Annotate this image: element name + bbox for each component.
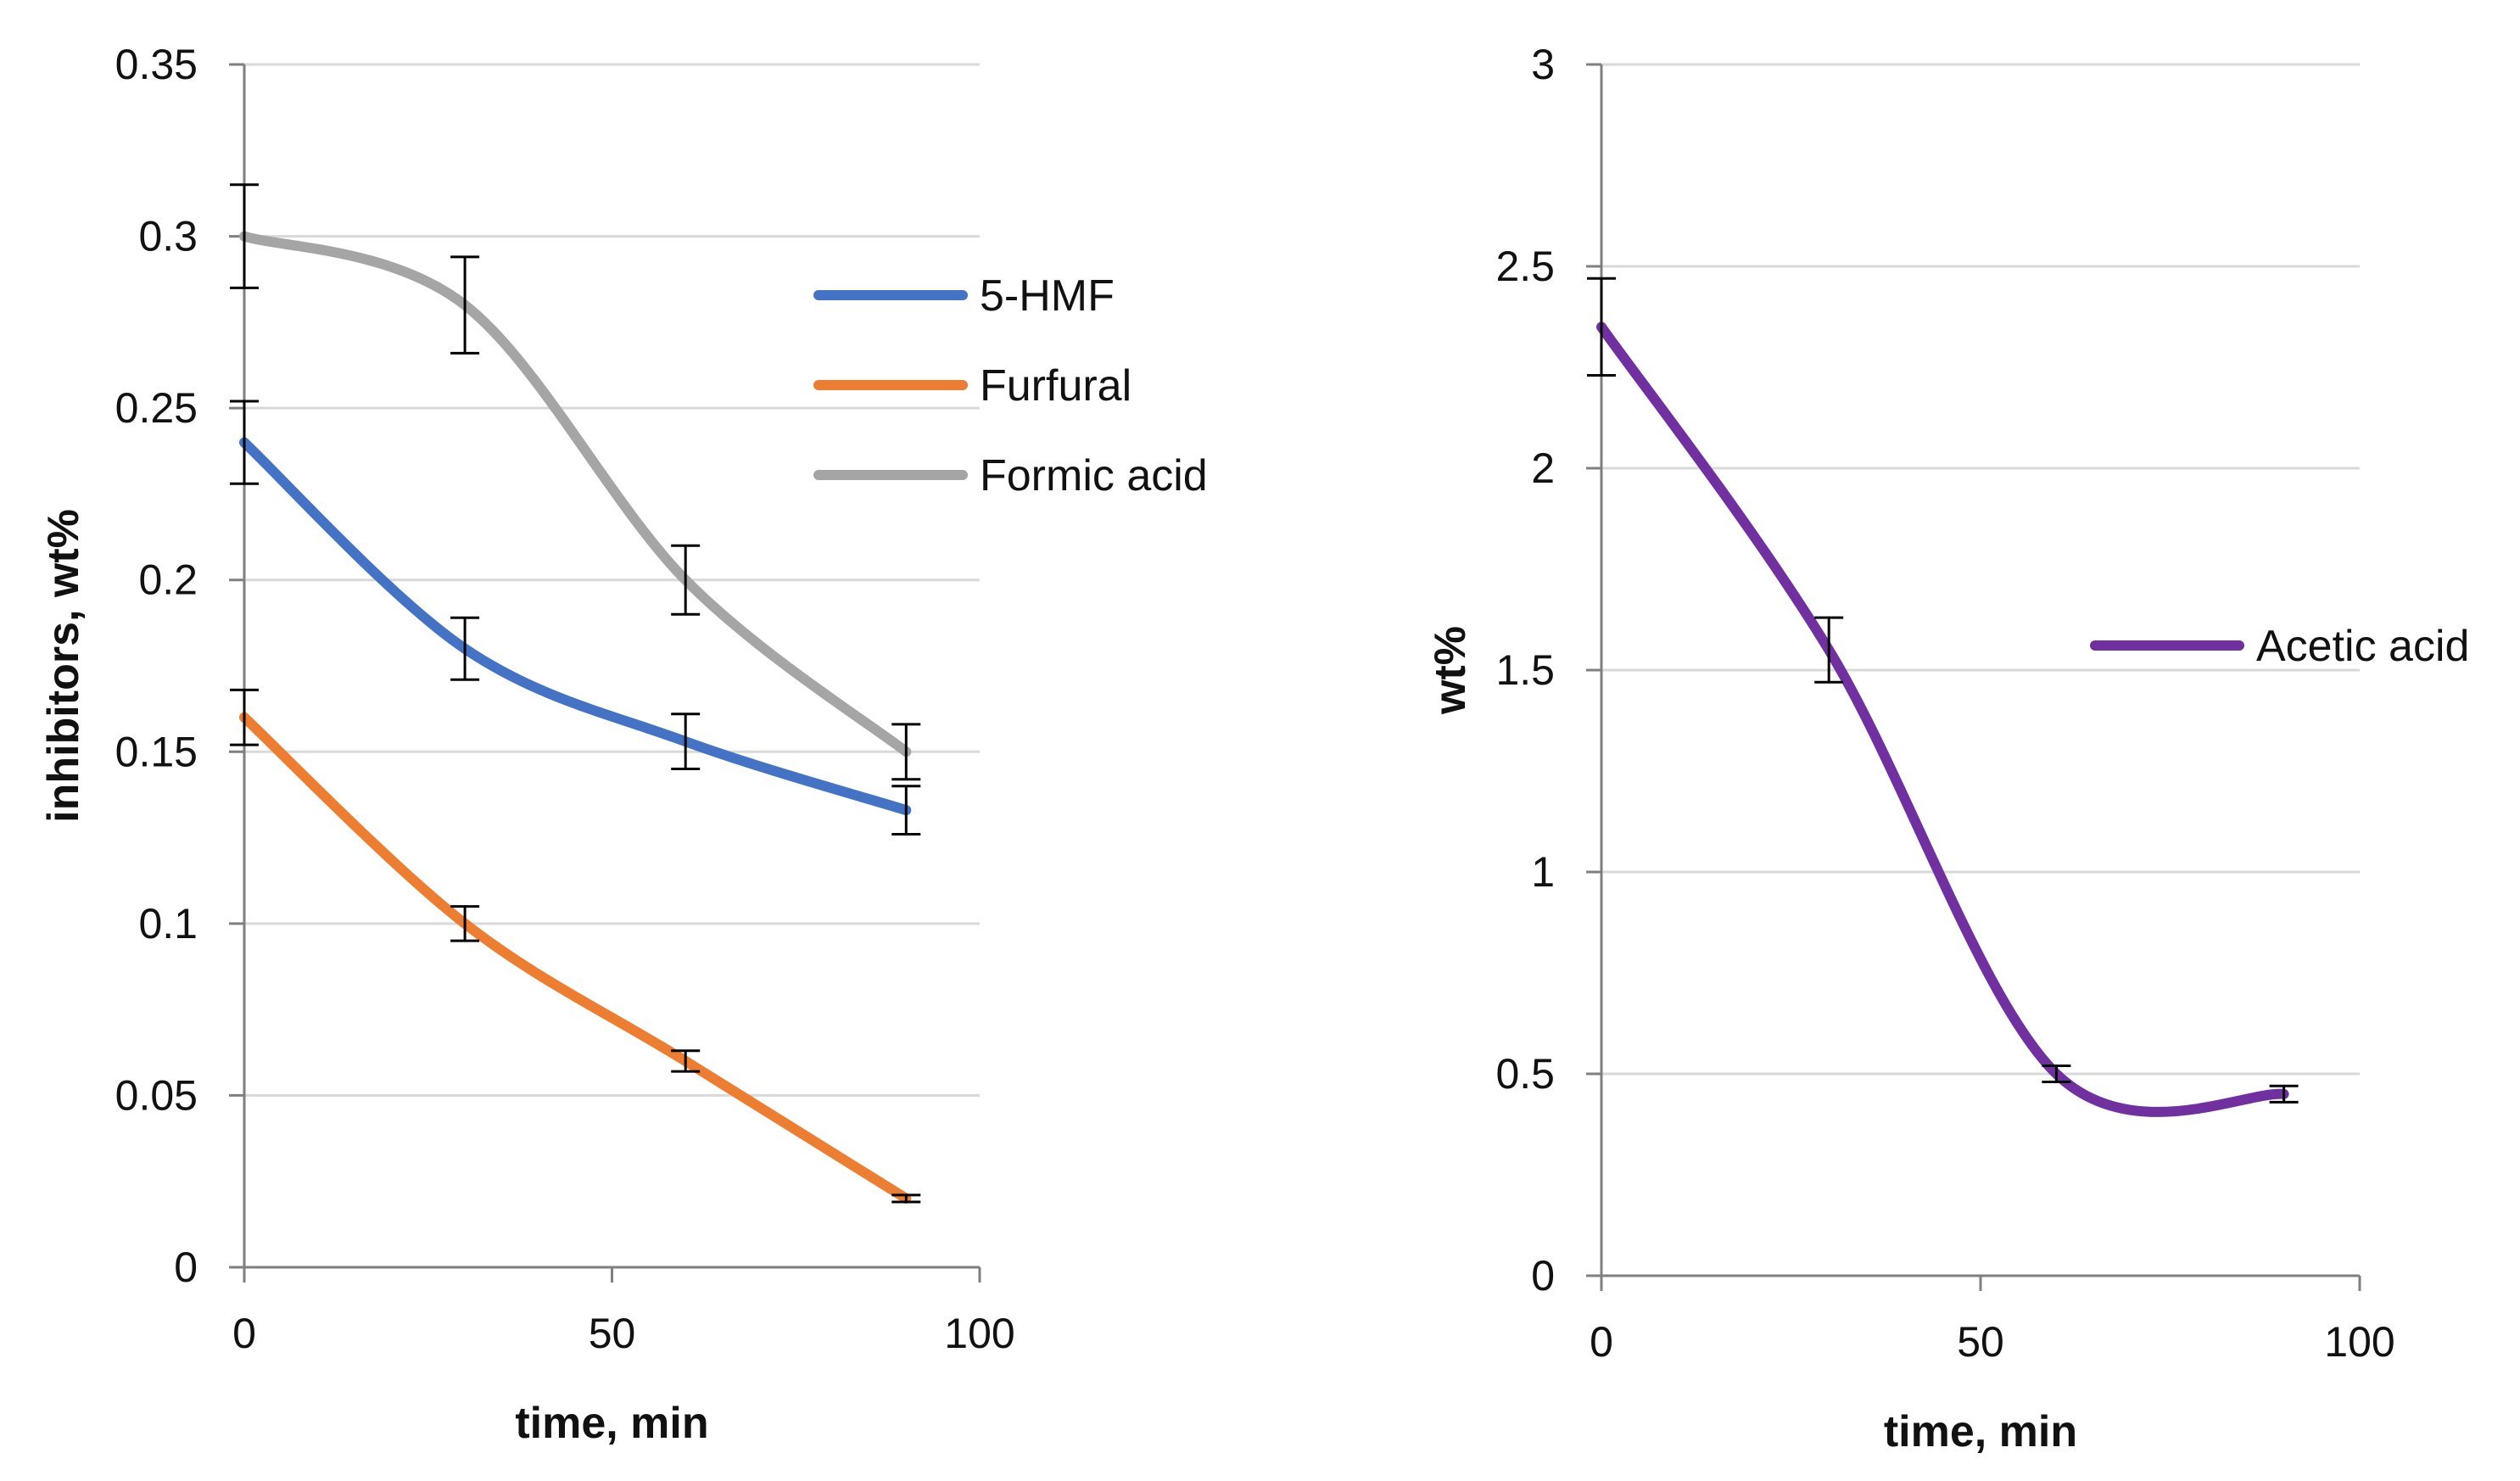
inhibitors-chart: 0 0.05 0.1 0.15 0.2 0.25 0.3 0.35 0 50 100 5-HMF F… [39,41,1208,1448]
x-tick-label: 0 [1590,1318,1613,1366]
error-bar [230,688,259,746]
y-tick-label: 0 [1531,1252,1555,1299]
error-bar [891,1193,921,1204]
y-tick-label: 0.1 [138,900,198,947]
error-bar [230,183,259,289]
y-tick-label: 3 [1531,41,1555,88]
y-tick-label: 0 [174,1243,198,1291]
x-tick-label: 0 [232,1310,256,1357]
error-bar [671,1049,701,1073]
x-axis-title: time, min [515,1399,708,1448]
legend: 5-HMF Furfural Formic acid [813,271,1208,500]
y-tick-label: 2.5 [1495,243,1555,290]
y-axis-title: inhibitors, wt% [39,509,88,823]
y-tick-label: 0.25 [115,384,198,432]
error-bar [1587,277,1616,377]
y-tick-label: 0.35 [115,41,198,88]
error-bar [891,723,921,781]
x-ticks: 0 50 100 [232,1267,1015,1357]
legend-label: Acetic acid [2256,622,2469,671]
error-bar [450,616,480,681]
series-line-formic-acid [239,231,912,757]
error-bar [2269,1084,2299,1104]
y-tick-label: 0.15 [115,728,198,775]
y-tick-label: 1 [1531,848,1555,896]
error-bars [1587,277,2299,1104]
error-bar [450,905,480,942]
error-bar [450,255,480,355]
x-axis-title: time, min [1884,1407,2077,1456]
gridlines [1601,63,2360,1076]
x-ticks: 0 50 100 [1590,1276,2395,1366]
x-tick-label: 100 [944,1310,1014,1357]
series-line-acetic-acid [1596,321,2289,1117]
error-bar [671,544,701,616]
error-bar [2042,1064,2071,1084]
error-bar [891,785,921,836]
series-line-5-hmf [239,437,912,816]
y-tick-label: 0.3 [138,213,198,260]
x-tick-label: 100 [2324,1318,2394,1366]
series-group [1596,321,2289,1117]
series-line-furfural [239,712,912,1204]
x-tick-label: 50 [589,1310,636,1357]
legend: Acetic acid [2090,622,2469,671]
series-group [239,231,912,1204]
error-bars [230,183,921,1204]
acetic-acid-chart: 0 0.5 1 1.5 2 2.5 3 0 50 100 Acetic acid time, m… [1426,41,2469,1456]
y-tick-label: 0.5 [1495,1050,1555,1098]
y-tick-label: 0.2 [138,556,198,604]
gridlines [244,63,980,1097]
error-bar [671,713,701,771]
x-tick-label: 50 [1957,1318,2004,1366]
y-ticks: 0 0.5 1 1.5 2 2.5 3 [1495,41,1601,1299]
y-axis-title: wt% [1426,626,1475,715]
legend-label: Furfural [980,361,1131,411]
y-tick-label: 2 [1531,444,1555,492]
y-ticks: 0 0.05 0.1 0.15 0.2 0.25 0.3 0.35 [115,41,244,1291]
error-bar [230,400,259,485]
y-tick-label: 0.05 [115,1071,198,1119]
error-bar [1814,616,1844,684]
legend-label: 5-HMF [980,271,1115,321]
legend-label: Formic acid [980,451,1208,500]
y-tick-label: 1.5 [1495,646,1555,694]
